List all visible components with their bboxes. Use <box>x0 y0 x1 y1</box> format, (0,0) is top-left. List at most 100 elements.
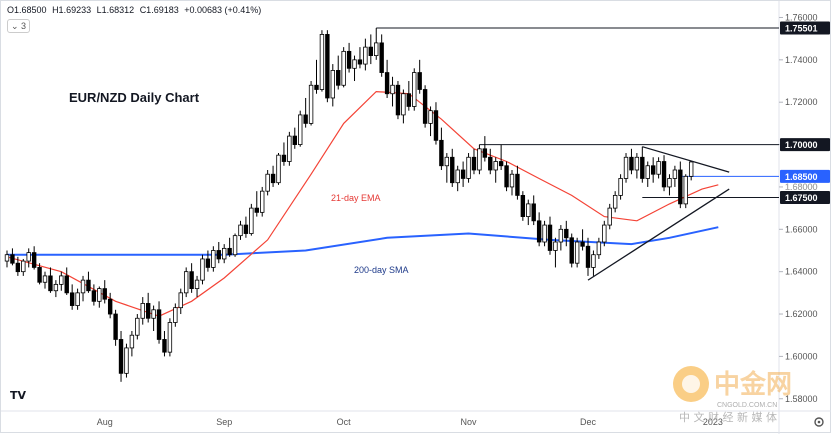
candle <box>493 157 498 183</box>
candle <box>173 303 178 327</box>
candle <box>167 318 173 357</box>
candle-body <box>645 165 650 179</box>
candle-body <box>656 161 661 175</box>
candle-body <box>612 195 618 209</box>
candle <box>390 76 395 107</box>
candle <box>406 81 412 111</box>
candle <box>48 267 53 293</box>
candle <box>151 305 156 331</box>
x-tick-label: Dec <box>580 417 597 427</box>
candle-body <box>439 139 444 167</box>
candle-body <box>520 195 526 217</box>
ohlc-change: +0.00683 (+0.41%) <box>184 5 262 15</box>
candle <box>580 229 585 251</box>
candle <box>80 275 86 302</box>
candle-body <box>270 173 276 184</box>
candle <box>504 161 509 192</box>
candle <box>86 271 91 293</box>
candle <box>569 233 574 268</box>
candle <box>336 55 341 90</box>
candle-body <box>330 70 335 99</box>
candle-body <box>368 46 374 57</box>
candle <box>650 157 656 183</box>
candle <box>422 85 428 128</box>
candle-body <box>37 267 42 283</box>
candle <box>69 284 75 310</box>
candle-body <box>569 237 574 264</box>
y-tick-label: 1.76000 <box>785 12 818 22</box>
candle-body <box>118 339 124 374</box>
candle-body <box>194 279 200 290</box>
x-tick-label: Nov <box>461 417 478 427</box>
candle-body <box>384 72 390 95</box>
candle-body <box>102 288 107 300</box>
x-tick-label: Oct <box>337 417 352 427</box>
price-tag-current-bg <box>780 169 830 183</box>
candle-body <box>526 203 531 217</box>
y-tick-label: 1.58000 <box>785 394 818 404</box>
candle-body <box>135 317 140 336</box>
candle-body <box>221 247 227 260</box>
candle <box>623 153 629 183</box>
candle-body <box>390 84 395 95</box>
candle <box>395 81 401 120</box>
y-tick-label: 1.60000 <box>785 351 818 361</box>
candle-body <box>336 70 341 86</box>
candle <box>645 161 650 187</box>
candle <box>450 148 455 187</box>
gear-center <box>817 420 821 424</box>
gear-ring <box>814 417 824 427</box>
candle <box>401 89 406 124</box>
watermark-tagline: 中 文 财 经 新 媒 体 <box>679 410 777 424</box>
candle <box>547 216 553 255</box>
candle <box>466 153 471 183</box>
candle-body <box>629 156 634 171</box>
candle-body <box>352 59 357 69</box>
indicator-toggle[interactable]: ⌄ 3 <box>7 19 31 33</box>
candle-body <box>477 148 482 171</box>
candle-body <box>498 161 504 167</box>
candle <box>314 59 319 94</box>
ohlc-low: L1.68312 <box>96 5 135 15</box>
y-tick-label: 1.66000 <box>785 224 818 234</box>
candle-body <box>140 303 145 319</box>
candle-body <box>471 156 477 171</box>
watermark: 中金网 CNGOLD.COM.CN 中 文 财 经 新 媒 体 <box>673 366 792 424</box>
y-tick-label: 1.62000 <box>785 309 818 319</box>
price-tag-current-label: 1.68500 <box>785 172 818 182</box>
candle <box>455 165 460 192</box>
candle <box>200 254 205 285</box>
candle <box>183 267 189 298</box>
ohlc-close: C1.69183 <box>139 5 179 15</box>
candle-body <box>433 110 439 141</box>
candle-body <box>238 224 243 237</box>
candle-body <box>450 156 455 184</box>
candle-body <box>574 241 580 264</box>
candle <box>596 237 602 259</box>
candle-body <box>363 46 368 65</box>
tradingview-logo: TV <box>10 389 27 402</box>
candle-body <box>249 207 254 234</box>
candle-body <box>80 279 86 294</box>
candle <box>260 186 265 217</box>
candle <box>113 309 118 346</box>
candle <box>287 131 292 166</box>
candle-body <box>602 224 607 243</box>
candle <box>564 220 569 247</box>
candle <box>21 258 26 276</box>
candle <box>26 248 31 268</box>
watermark-brand: 中金网 <box>714 369 792 400</box>
candle-body <box>618 178 623 196</box>
candle-body <box>607 207 612 226</box>
candle <box>471 148 477 175</box>
candle-body <box>417 72 422 90</box>
candle <box>536 212 542 247</box>
gear-icon[interactable] <box>814 417 824 427</box>
candle-body <box>346 50 352 69</box>
candle <box>178 288 183 315</box>
candle-body <box>542 224 547 243</box>
candle <box>460 161 466 187</box>
candle <box>526 199 531 226</box>
candle <box>31 246 37 270</box>
